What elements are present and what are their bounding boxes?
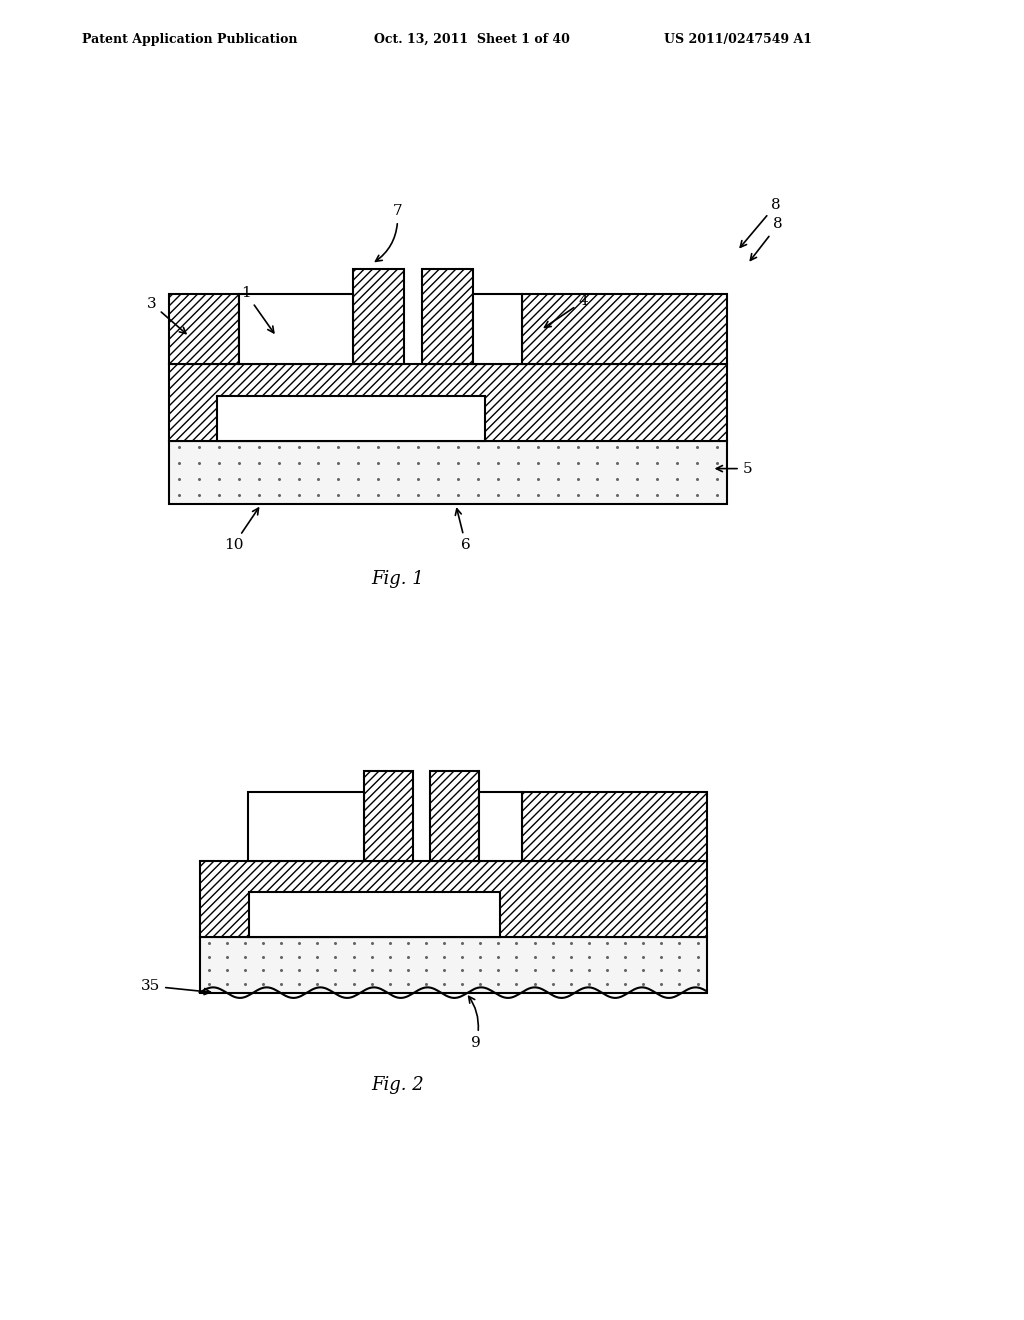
Text: Oct. 13, 2011  Sheet 1 of 40: Oct. 13, 2011 Sheet 1 of 40 <box>374 33 569 46</box>
Text: 9: 9 <box>469 997 481 1049</box>
Text: 6: 6 <box>456 508 471 552</box>
Bar <box>473 294 522 364</box>
Bar <box>248 792 364 861</box>
Text: Fig. 2: Fig. 2 <box>371 1076 424 1094</box>
Text: 35: 35 <box>141 979 210 994</box>
Text: 5: 5 <box>717 462 753 475</box>
Text: Patent Application Publication: Patent Application Publication <box>82 33 297 46</box>
Text: 8: 8 <box>751 218 783 260</box>
Bar <box>522 792 707 861</box>
Text: Fig. 1: Fig. 1 <box>371 570 424 589</box>
Bar <box>239 294 353 364</box>
Text: 7: 7 <box>376 205 402 261</box>
Bar <box>169 441 727 504</box>
Text: US 2011/0247549 A1: US 2011/0247549 A1 <box>664 33 812 46</box>
Bar <box>200 861 707 937</box>
Bar <box>364 771 413 861</box>
Text: 3: 3 <box>146 297 186 334</box>
Bar <box>169 294 239 364</box>
Bar <box>169 364 727 441</box>
Bar <box>522 294 727 364</box>
Text: 4: 4 <box>545 294 589 327</box>
Text: 8: 8 <box>740 198 781 247</box>
Bar <box>353 269 404 364</box>
Bar <box>479 792 522 861</box>
Bar <box>200 937 707 993</box>
Bar <box>217 396 485 441</box>
Text: 10: 10 <box>223 508 258 552</box>
Text: 1: 1 <box>241 286 273 333</box>
Bar <box>249 892 500 937</box>
Bar <box>430 771 479 861</box>
Bar <box>422 269 473 364</box>
